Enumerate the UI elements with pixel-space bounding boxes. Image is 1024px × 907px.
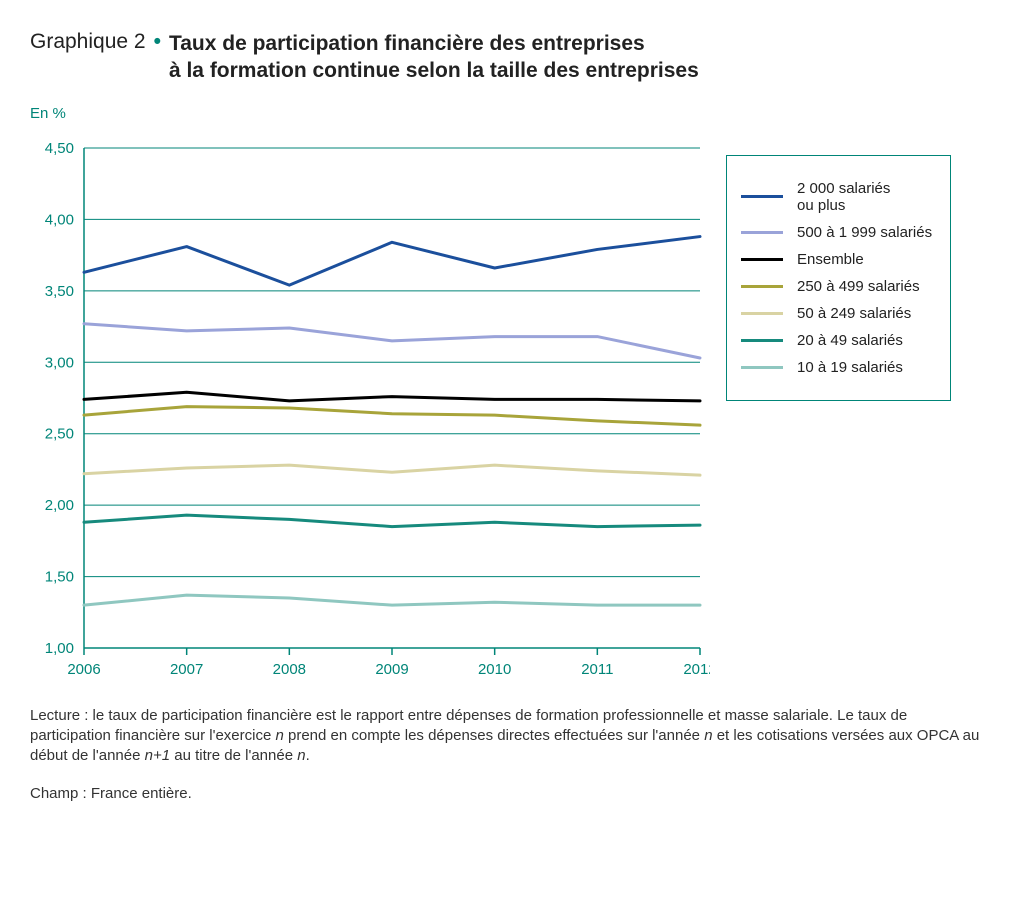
legend-item-s2000: 2 000 salariésou plus xyxy=(741,180,932,214)
legend-label: 50 à 249 salariés xyxy=(797,305,911,322)
series-s250 xyxy=(84,406,700,425)
legend-swatch xyxy=(741,285,783,288)
series-s10 xyxy=(84,595,700,605)
y-axis-label: En % xyxy=(30,105,710,122)
title-line2: à la formation continue selon la taille … xyxy=(169,59,699,82)
title-main: Taux de participation financière des ent… xyxy=(169,30,699,85)
svg-text:2007: 2007 xyxy=(170,661,203,678)
legend-swatch xyxy=(741,339,783,342)
footnote-champ: Champ : France entière. xyxy=(30,784,990,804)
svg-text:2,50: 2,50 xyxy=(45,425,74,442)
legend-item-s50: 50 à 249 salariés xyxy=(741,305,932,322)
series-s500 xyxy=(84,323,700,357)
legend-item-s250: 250 à 499 salariés xyxy=(741,278,932,295)
legend-swatch xyxy=(741,195,783,198)
legend-label: 20 à 49 salariés xyxy=(797,332,903,349)
title-bullet: • xyxy=(154,30,161,54)
legend-label: 2 000 salariésou plus xyxy=(797,180,890,214)
series-s2000 xyxy=(84,236,700,285)
svg-text:2012: 2012 xyxy=(683,661,710,678)
legend-swatch xyxy=(741,366,783,369)
line-chart: 1,00 1,50 2,00 2,50 3,00 3,50 4,00 4,50 2006 2007… xyxy=(30,128,710,688)
lecture-text2: prend en compte les dépenses directes ef… xyxy=(284,727,704,744)
legend-item-ensemble: Ensemble xyxy=(741,251,932,268)
legend-label: 10 à 19 salariés xyxy=(797,359,903,376)
title-line1: Taux de participation financière des ent… xyxy=(169,32,645,55)
series-ensemble xyxy=(84,392,700,401)
lecture-text4: au titre de l'année xyxy=(170,747,297,764)
champ-label: Champ : xyxy=(30,785,87,802)
lecture-em2: n xyxy=(704,727,712,744)
legend-swatch xyxy=(741,312,783,315)
legend-swatch xyxy=(741,231,783,234)
legend-label: Ensemble xyxy=(797,251,864,268)
chart-title: Graphique 2 • Taux de participation fina… xyxy=(30,30,994,85)
svg-text:2009: 2009 xyxy=(375,661,408,678)
svg-text:2006: 2006 xyxy=(67,661,100,678)
legend-swatch xyxy=(741,258,783,261)
series-s50 xyxy=(84,465,700,475)
lecture-em4: n xyxy=(297,747,305,764)
footnote-lecture: Lecture : le taux de participation finan… xyxy=(30,706,990,767)
legend: 2 000 salariésou plus 500 à 1 999 salarié… xyxy=(726,155,951,401)
lecture-label: Lecture : xyxy=(30,707,88,724)
lecture-em1: n xyxy=(275,727,283,744)
svg-text:3,50: 3,50 xyxy=(45,282,74,299)
svg-text:2008: 2008 xyxy=(273,661,306,678)
svg-text:4,00: 4,00 xyxy=(45,211,74,228)
series-s20 xyxy=(84,515,700,526)
svg-text:2010: 2010 xyxy=(478,661,511,678)
svg-text:3,00: 3,00 xyxy=(45,354,74,371)
legend-label: 500 à 1 999 salariés xyxy=(797,224,932,241)
svg-text:4,50: 4,50 xyxy=(45,140,74,157)
title-prefix: Graphique 2 xyxy=(30,30,146,54)
svg-text:2,00: 2,00 xyxy=(45,497,74,514)
legend-label: 250 à 499 salariés xyxy=(797,278,920,295)
svg-text:2011: 2011 xyxy=(581,661,613,678)
svg-text:1,00: 1,00 xyxy=(45,640,74,657)
svg-text:1,50: 1,50 xyxy=(45,568,74,585)
champ-text: France entière. xyxy=(87,785,192,802)
legend-item-s10: 10 à 19 salariés xyxy=(741,359,932,376)
legend-item-s20: 20 à 49 salariés xyxy=(741,332,932,349)
legend-item-s500: 500 à 1 999 salariés xyxy=(741,224,932,241)
lecture-text5: . xyxy=(306,747,310,764)
lecture-em3: n+1 xyxy=(145,747,170,764)
